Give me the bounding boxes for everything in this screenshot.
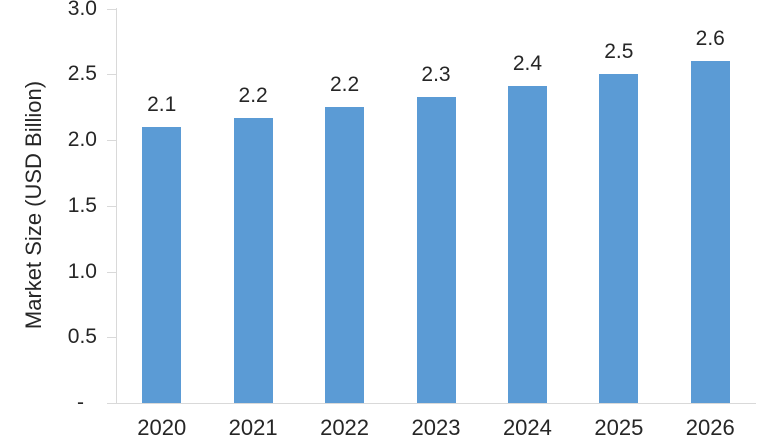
x-axis-label: 2021 xyxy=(228,415,278,440)
bar-value-label: 2.2 xyxy=(238,83,268,107)
y-tick-mark xyxy=(107,205,116,207)
y-tick-mark xyxy=(107,140,116,141)
y-tick-label: 2.0 xyxy=(67,128,97,151)
bar xyxy=(690,61,730,403)
y-tick-mark xyxy=(107,74,116,76)
bar-value-label: 2.2 xyxy=(329,73,360,97)
y-tick-mark xyxy=(107,403,116,404)
x-axis-label: 2026 xyxy=(685,415,735,440)
bar xyxy=(599,74,639,403)
y-tick-mark xyxy=(107,271,116,273)
bar xyxy=(325,107,365,403)
y-tick-label: 3.0 xyxy=(67,0,97,20)
bar-value-label: 2.3 xyxy=(421,62,451,86)
bar-value-label: 2.1 xyxy=(147,92,177,116)
x-axis-label: 2022 xyxy=(320,415,370,440)
y-tick-label: 2.5 xyxy=(67,62,97,86)
y-tick-mark xyxy=(107,337,116,339)
y-tick-label: 1.0 xyxy=(67,259,97,283)
y-tick-label: 0.5 xyxy=(67,325,97,349)
bar xyxy=(416,96,456,403)
bar xyxy=(142,126,182,403)
y-tick-label: - xyxy=(77,391,84,414)
x-axis-label: 2023 xyxy=(411,415,461,440)
x-axis-label: 2020 xyxy=(137,415,187,440)
y-tick-label: 1.5 xyxy=(67,193,97,217)
bar-value-label: 2.4 xyxy=(512,52,543,76)
x-axis-label: 2024 xyxy=(502,415,552,440)
x-axis-line xyxy=(116,403,756,404)
bar xyxy=(233,117,273,403)
bar xyxy=(507,86,547,403)
x-axis-label: 2025 xyxy=(594,415,644,440)
bar-value-label: 2.5 xyxy=(604,40,634,64)
bar-value-label: 2.6 xyxy=(695,27,725,51)
y-tick-mark xyxy=(107,8,116,10)
y-axis-line xyxy=(116,8,117,403)
